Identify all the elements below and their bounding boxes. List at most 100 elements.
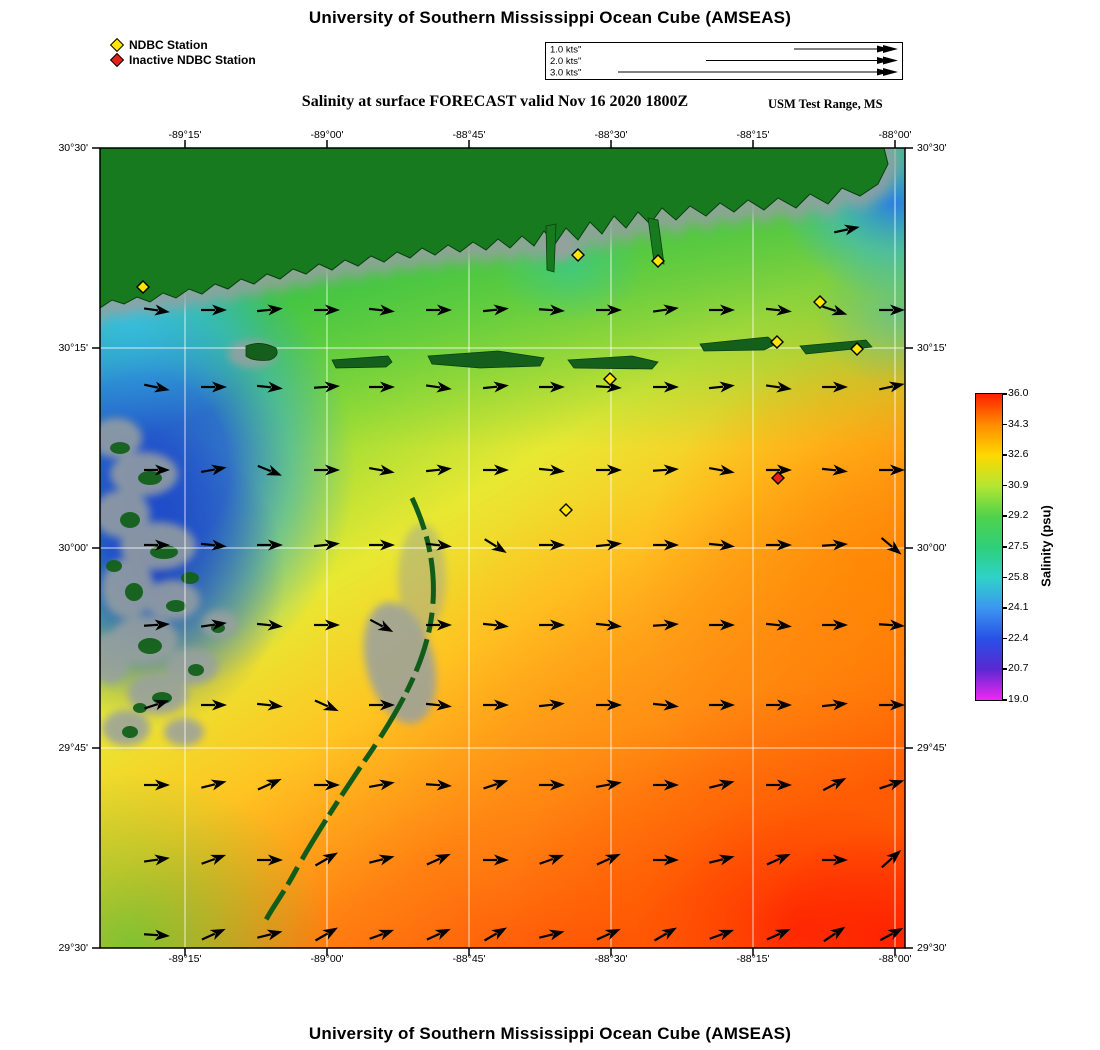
lat-tick-label-left: 30°15': [58, 342, 88, 354]
current-arrow: [200, 539, 227, 551]
current-arrow: [256, 381, 283, 393]
current-arrow: [201, 304, 227, 316]
current-arrow: [143, 929, 170, 941]
current-arrow: [821, 464, 848, 476]
current-arrow: [256, 304, 283, 316]
chandeleur-island-chain: [263, 496, 436, 922]
current-arrow: [822, 777, 847, 792]
current-arrow: [539, 381, 565, 393]
colorbar-tick-label: 29.2: [1008, 509, 1029, 522]
lon-tick-label-bottom: -89°00': [310, 953, 344, 965]
current-arrow: [765, 381, 792, 393]
current-arrow: [822, 619, 848, 631]
current-arrow: [368, 304, 395, 316]
current-arrow: [596, 699, 622, 711]
current-arrow: [369, 381, 395, 393]
forecast-title: Salinity at surface FORECAST valid Nov 1…: [301, 93, 689, 110]
current-arrow: [482, 619, 509, 631]
current-arrow: [314, 779, 340, 791]
lat-tick-label-right: 29°45': [917, 742, 947, 754]
current-arrow: [539, 779, 565, 791]
lon-tick-label-top: -89°00': [310, 129, 344, 141]
current-arrow: [257, 464, 282, 476]
current-arrow: [426, 304, 452, 316]
current-arrow: [822, 381, 848, 393]
current-arrow: [709, 929, 735, 941]
current-arrow: [143, 854, 170, 866]
current-arrow: [483, 779, 509, 791]
lat-tick-label-left: 30°00': [58, 542, 88, 554]
current-arrow: [200, 464, 227, 476]
current-arrow: [201, 699, 227, 711]
velocity-scale-label: 3.0 kts": [550, 68, 581, 79]
salinity-map: [92, 140, 913, 956]
ndbc-station-marker: [651, 254, 665, 268]
current-arrow: [425, 464, 452, 476]
ndbc-station-marker: [571, 248, 585, 262]
current-arrow: [426, 853, 451, 866]
current-arrow: [766, 699, 792, 711]
lat-tick-label-left: 29°30': [58, 942, 88, 954]
current-arrow: [482, 304, 509, 316]
current-arrow: [483, 699, 509, 711]
legend-row-inactive: Inactive NDBC Station: [109, 52, 256, 67]
lon-tick-label-bottom: -88°00': [878, 953, 912, 965]
velocity-scale-box: 1.0 kts" 2.0 kts" 3.0 kts": [545, 42, 903, 80]
colorbar: [975, 393, 1003, 701]
lat-tick-label-left: 30°30': [58, 142, 88, 154]
lon-tick-label-top: -89°15': [168, 129, 202, 141]
ndbc-station-icon: [109, 37, 125, 52]
lat-tick-label-left: 29°45': [58, 742, 88, 754]
colorbar-tick-label: 32.6: [1008, 448, 1029, 461]
axis-ticks: [92, 140, 913, 956]
current-arrow: [766, 539, 792, 551]
current-arrow: [596, 464, 622, 476]
current-arrow: [879, 304, 905, 316]
current-arrow: [483, 464, 509, 476]
colorbar-tick: [1002, 668, 1007, 670]
current-arrow: [821, 539, 848, 551]
current-arrow: [538, 304, 565, 316]
current-arrow: [766, 853, 791, 866]
current-arrow: [653, 381, 679, 393]
colorbar-label: Salinity (psu): [1038, 505, 1054, 587]
current-arrow: [708, 464, 735, 476]
lon-tick-label-bottom: -88°15': [736, 953, 770, 965]
current-arrow: [823, 926, 846, 943]
ndbc-station-marker: [850, 342, 864, 356]
page-title: University of Southern Mississippi Ocean…: [308, 8, 792, 27]
current-arrow: [653, 539, 679, 551]
map-frame: [92, 140, 913, 956]
colorbar-tick-label: 19.0: [1008, 693, 1029, 705]
current-arrow: [201, 854, 227, 866]
current-arrow: [709, 619, 735, 631]
current-arrow: [709, 699, 735, 711]
colorbar-tick-label: 34.3: [1008, 417, 1029, 430]
current-arrow: [595, 539, 622, 551]
current-arrow: [653, 927, 677, 942]
page-title-bottom: University of Southern Mississippi Ocean…: [308, 1024, 792, 1043]
legend-row-active: NDBC Station: [109, 37, 256, 52]
legend-label-active: NDBC Station: [129, 37, 208, 52]
lon-tick-label-bottom: -88°30': [594, 953, 628, 965]
lon-tick-label-bottom: -88°45': [452, 953, 486, 965]
ndbc-station-marker: [136, 280, 150, 294]
current-arrow: [426, 619, 452, 631]
current-arrow: [257, 778, 282, 791]
colorbar-tick-label: 27.5: [1008, 540, 1029, 552]
current-arrow: [709, 304, 735, 316]
current-arrow: [539, 929, 565, 941]
lon-tick-label-top: -88°45': [452, 129, 486, 141]
current-arrow: [368, 464, 395, 476]
current-arrow: [765, 304, 792, 316]
current-arrow: [596, 853, 621, 866]
current-arrow: [709, 779, 735, 791]
lon-tick-label-top: -88°30': [594, 129, 628, 141]
gridlines: [100, 148, 905, 948]
current-arrow: [369, 854, 395, 866]
current-arrow: [143, 304, 170, 316]
current-arrow: [200, 619, 227, 631]
current-arrow: [539, 539, 565, 551]
current-arrow: [652, 619, 679, 631]
